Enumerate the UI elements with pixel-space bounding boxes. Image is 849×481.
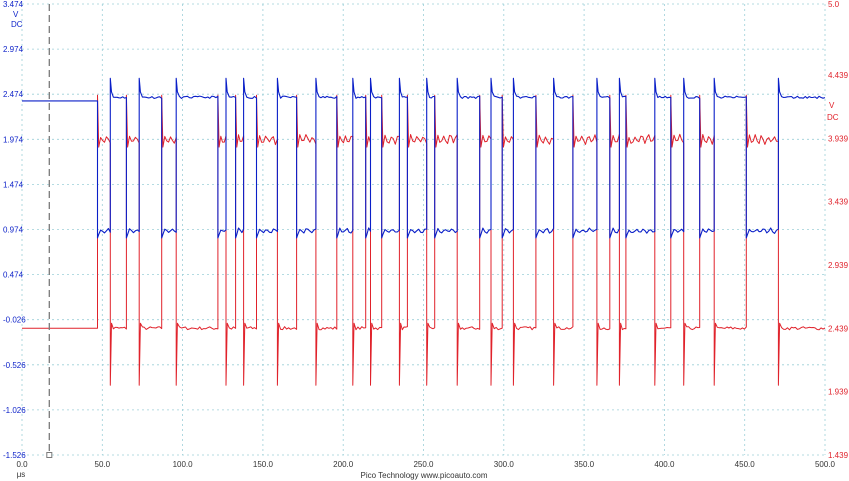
- x-tick-label: 400.0: [654, 460, 675, 469]
- x-tick-label: 350.0: [574, 460, 595, 469]
- x-tick-label: 450.0: [735, 460, 756, 469]
- left-axis: 3.474 2.974 2.474 1.974 1.474 0.974 0.474 -0.02…: [3, 0, 26, 460]
- trigger-handle[interactable]: [46, 452, 53, 458]
- right-tick-label: 3.939: [828, 134, 849, 143]
- x-tick-label: 0.0: [16, 460, 28, 469]
- right-tick-label: 3.439: [828, 198, 849, 207]
- right-axis: 5.0 4.439 3.939 3.439 2.939 2.439 1.939 1.439 VD…: [827, 0, 849, 460]
- right-tick-label: 1.939: [828, 388, 849, 397]
- grid: [21, 3, 826, 456]
- channel-a-line: [22, 77, 826, 239]
- right-unit-label: DC: [827, 113, 839, 122]
- right-tick-label: 1.439: [828, 451, 849, 460]
- left-tick-label: 0.974: [3, 226, 24, 235]
- trigger-marker[interactable]: [46, 4, 53, 458]
- left-tick-label: 0.474: [3, 271, 24, 280]
- footer-credit: Pico Technology www.picoauto.com: [360, 471, 487, 480]
- x-tick-label: 250.0: [413, 460, 434, 469]
- x-tick-label: 300.0: [494, 460, 515, 469]
- left-tick-label: 2.974: [3, 45, 24, 54]
- right-unit-label: V: [829, 101, 835, 110]
- left-tick-label: -0.526: [3, 361, 26, 370]
- x-tick-label: 50.0: [95, 460, 111, 469]
- left-tick-label: 2.474: [3, 90, 24, 99]
- left-unit-label: V: [13, 10, 19, 19]
- channel-a-trace: [22, 77, 826, 239]
- left-tick-label: 3.474: [3, 0, 24, 9]
- x-axis-unit: μs: [17, 470, 26, 479]
- x-tick-label: 100.0: [173, 460, 194, 469]
- right-tick-label: 2.439: [828, 324, 849, 333]
- left-unit-label: DC: [11, 20, 23, 29]
- left-tick-label: -0.026: [3, 316, 26, 325]
- right-tick-label: 5.0: [828, 0, 840, 9]
- x-tick-label: 200.0: [333, 460, 354, 469]
- x-tick-label: 150.0: [253, 460, 274, 469]
- x-tick-label: 500.0: [815, 460, 836, 469]
- right-tick-label: 4.439: [828, 71, 849, 80]
- left-tick-label: -1.026: [3, 406, 26, 415]
- left-tick-label: 1.474: [3, 180, 24, 189]
- left-tick-label: -1.526: [3, 451, 26, 460]
- x-axis: 0.0 50.0 100.0 150.0 200.0 250.0 300.0 350.0 400…: [16, 460, 835, 479]
- right-tick-label: 2.939: [828, 261, 849, 270]
- left-tick-label: 1.974: [3, 135, 24, 144]
